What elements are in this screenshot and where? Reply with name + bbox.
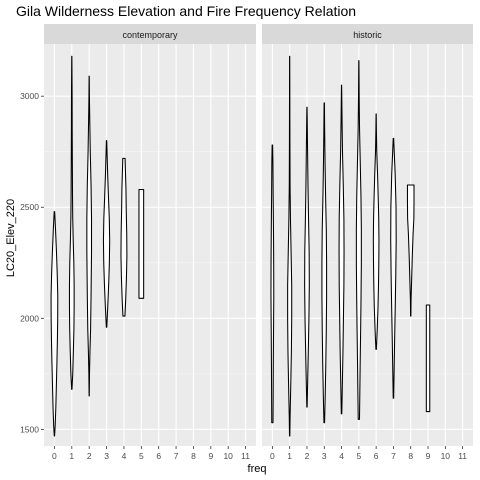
- x-tick-label: 3: [104, 451, 109, 461]
- violin-contemporary-freq-4: [120, 157, 128, 317]
- facet-strip-label: historic: [353, 30, 382, 40]
- facet-panel-contemporary: contemporary 0 1 2 3 4 5 6 7 8 9 10 11 1500 2000 2500 30…: [20, 24, 256, 461]
- x-tick-label: 6: [156, 451, 161, 461]
- facet-panel-historic: historic 0 1 2 3 4 5 6 7 8 9 10 11: [262, 24, 473, 461]
- facet-strip: [262, 24, 473, 44]
- x-tick-label: 1: [69, 451, 74, 461]
- x-tick-label: 5: [356, 451, 361, 461]
- y-tick-label: 3000: [20, 91, 39, 101]
- x-tick-label: 8: [191, 451, 196, 461]
- facet-strip: [44, 24, 256, 44]
- x-tick-label: 10: [441, 451, 451, 461]
- x-tick-label: 10: [223, 451, 233, 461]
- x-tick-label: 6: [374, 451, 379, 461]
- x-tick-label: 11: [241, 451, 250, 461]
- chart-title: Gila Wilderness Elevation and Fire Frequ…: [16, 3, 356, 19]
- x-tick-label: 9: [208, 451, 213, 461]
- violin-historic-freq-8: [406, 184, 415, 317]
- x-tick-label: 4: [122, 451, 127, 461]
- violin-contemporary-freq-5: [138, 188, 145, 299]
- violin-historic-freq-9: [425, 304, 431, 413]
- violin-historic-freq-0: [270, 144, 275, 424]
- violin-contemporary-freq-2: [86, 75, 93, 397]
- x-tick-label: 3: [322, 451, 327, 461]
- x-tick-label: 2: [87, 451, 92, 461]
- x-tick-label: 0: [52, 451, 57, 461]
- violin-historic-freq-3: [321, 102, 328, 424]
- x-tick-label: 4: [339, 451, 344, 461]
- violin-contemporary-freq-3: [102, 140, 111, 328]
- y-tick-label: 2500: [20, 202, 39, 212]
- violin-historic-freq-5: [355, 60, 362, 420]
- violin-historic-freq-2: [304, 106, 310, 408]
- x-tick-label: 8: [408, 451, 413, 461]
- x-tick-label: 7: [174, 451, 179, 461]
- x-tick-label: 2: [305, 451, 310, 461]
- violin-contemporary-freq-1: [68, 55, 75, 390]
- x-tick-label: 5: [139, 451, 144, 461]
- x-tick-label: 1: [287, 451, 292, 461]
- y-axis-title: LC20_Elev_220: [5, 199, 17, 277]
- x-tick-label: 7: [391, 451, 396, 461]
- x-axis-title: freq: [248, 463, 267, 475]
- facet-strip-label: contemporary: [122, 30, 178, 40]
- violin-contemporary-freq-0: [50, 211, 59, 437]
- y-tick-label: 2000: [20, 313, 39, 323]
- violin-historic-freq-4: [338, 84, 345, 415]
- panel-background: [262, 44, 473, 446]
- x-tick-label: 0: [270, 451, 275, 461]
- x-tick-label: 9: [426, 451, 431, 461]
- x-tick-label: 11: [458, 451, 467, 461]
- violin-historic-freq-6: [372, 113, 380, 350]
- violin-historic-freq-7: [390, 137, 397, 399]
- violin-historic-freq-1: [287, 55, 293, 437]
- panel-background: [44, 44, 256, 446]
- y-tick-label: 1500: [20, 424, 39, 434]
